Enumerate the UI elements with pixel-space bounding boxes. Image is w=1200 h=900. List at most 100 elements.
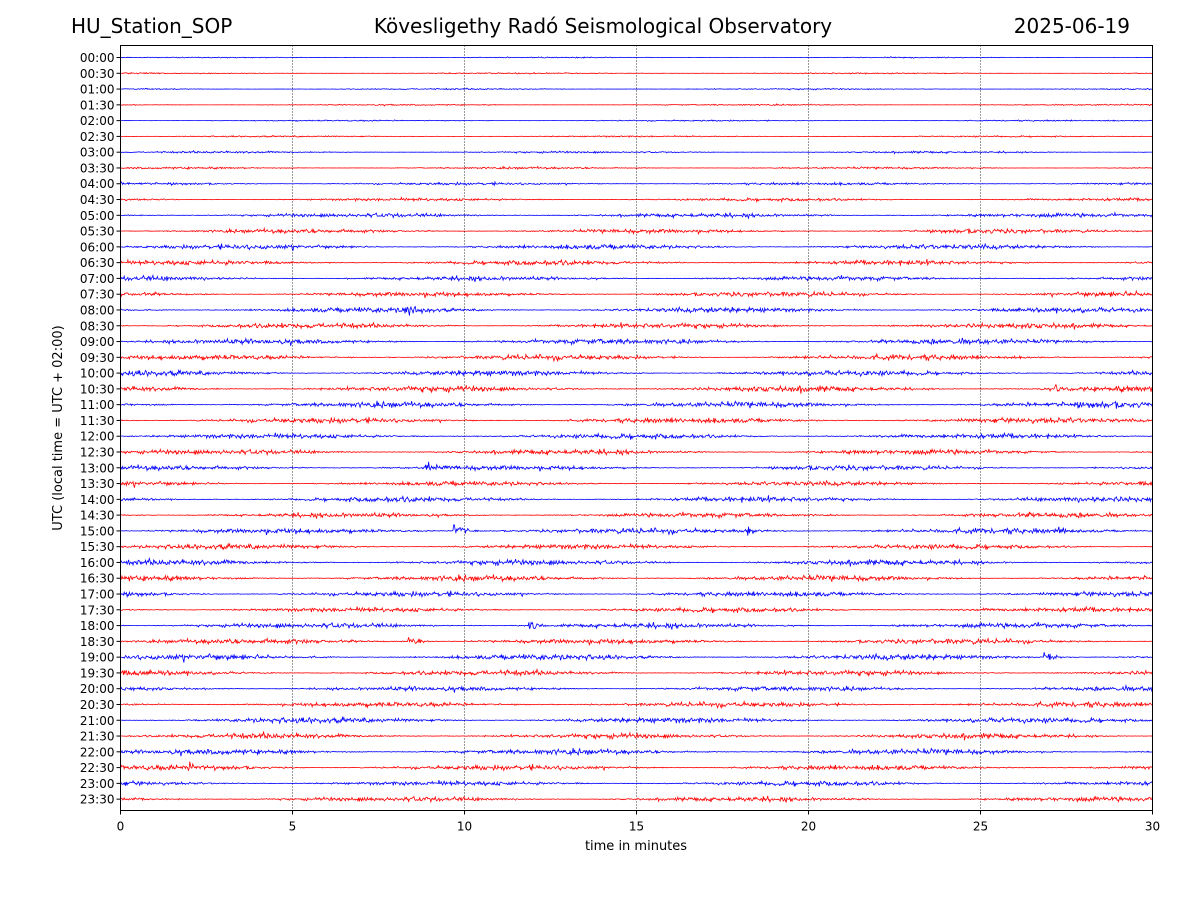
- trace-0200: [120, 119, 1153, 123]
- trace-1230: [120, 448, 1153, 457]
- y-tick-label: 00:30: [80, 67, 115, 81]
- y-tick-label: 18:30: [80, 635, 115, 649]
- x-tick-label: 0: [117, 820, 125, 834]
- trace-0830: [120, 321, 1153, 330]
- y-tick-label: 21:00: [80, 714, 115, 728]
- y-tick-label: 02:00: [80, 114, 115, 128]
- y-tick-label: 14:30: [80, 509, 115, 523]
- x-axis-label: time in minutes: [585, 839, 687, 854]
- trace-1730: [120, 605, 1153, 614]
- trace-0300: [120, 150, 1153, 155]
- trace-0230: [120, 134, 1153, 139]
- y-tick-label: 15:00: [80, 524, 115, 538]
- x-tick-label: 5: [289, 820, 297, 834]
- y-tick-label: 11:30: [80, 414, 115, 428]
- y-tick-label: 12:30: [80, 446, 115, 460]
- trace-2100: [120, 715, 1153, 725]
- x-axis-ticks: 0 5 10 15 20 25 30: [117, 810, 1160, 834]
- trace-1000: [120, 368, 1153, 378]
- trace-0100: [120, 87, 1153, 91]
- y-tick-label: 07:30: [80, 288, 115, 302]
- y-axis-label: UTC (local time = UTC + 02:00): [51, 325, 66, 530]
- plot-date: 2025-06-19: [1013, 14, 1130, 38]
- y-tick-label: 22:30: [80, 761, 115, 775]
- y-tick-label: 05:00: [80, 209, 115, 223]
- trace-1830: [120, 637, 1153, 646]
- trace-2000: [120, 684, 1153, 693]
- trace-0700: [120, 273, 1153, 283]
- y-tick-label: 02:30: [80, 130, 115, 144]
- trace-1630: [120, 573, 1153, 583]
- trace-1930: [120, 668, 1153, 678]
- y-tick-label: 03:00: [80, 146, 115, 160]
- y-tick-label: 04:30: [80, 193, 115, 207]
- x-tick-label: 30: [1145, 820, 1160, 834]
- trace-1300: [120, 461, 1153, 472]
- trace-1400: [120, 495, 1153, 504]
- trace-0000: [120, 56, 1153, 59]
- y-tick-label: 23:30: [80, 793, 115, 807]
- trace-0900: [120, 337, 1153, 346]
- y-tick-label: 01:30: [80, 98, 115, 112]
- y-tick-label: 08:00: [80, 303, 115, 317]
- trace-1030: [120, 383, 1153, 394]
- trace-rows: [120, 56, 1153, 804]
- station-name: HU_Station_SOP: [71, 14, 233, 38]
- y-tick-label: 13:00: [80, 461, 115, 475]
- trace-2230: [120, 761, 1153, 772]
- y-tick-label: 06:30: [80, 256, 115, 270]
- y-tick-label: 12:00: [80, 430, 115, 444]
- trace-1130: [120, 416, 1153, 425]
- y-tick-label: 11:00: [80, 398, 115, 412]
- y-tick-label: 16:30: [80, 572, 115, 586]
- y-tick-label: 20:30: [80, 698, 115, 712]
- y-tick-label: 03:30: [80, 161, 115, 175]
- trace-0330: [120, 165, 1153, 171]
- trace-0630: [120, 258, 1153, 267]
- observatory-title-text: Kövesligethy Radó Seismological Observat…: [373, 14, 833, 38]
- y-tick-label: 22:00: [80, 745, 115, 759]
- y-tick-label: 09:00: [80, 335, 115, 349]
- x-tick-label: 20: [801, 820, 816, 834]
- trace-0430: [120, 196, 1153, 204]
- x-tick-label: 10: [457, 820, 472, 834]
- trace-0130: [120, 103, 1153, 107]
- trace-1430: [120, 511, 1153, 520]
- trace-1800: [120, 621, 1153, 630]
- x-tick-label: 25: [973, 820, 988, 834]
- trace-2030: [120, 700, 1153, 710]
- y-tick-label: 14:00: [80, 493, 115, 507]
- observatory-title: Kövesligethy Radó Seismological Observat…: [0, 14, 1200, 38]
- trace-2200: [120, 747, 1153, 757]
- y-tick-label: 10:00: [80, 367, 115, 381]
- trace-1200: [120, 431, 1153, 440]
- y-tick-label: 17:00: [80, 588, 115, 602]
- y-tick-label: 16:00: [80, 556, 115, 570]
- trace-0400: [120, 180, 1153, 187]
- y-tick-label: 21:30: [80, 730, 115, 744]
- y-tick-label: 10:30: [80, 382, 115, 396]
- trace-0030: [120, 71, 1153, 75]
- trace-0800: [120, 305, 1153, 316]
- y-tick-label: 20:00: [80, 682, 115, 696]
- trace-0600: [120, 242, 1153, 251]
- y-tick-label: 04:00: [80, 177, 115, 191]
- y-tick-label: 08:30: [80, 319, 115, 333]
- trace-0930: [120, 352, 1153, 363]
- trace-1500: [120, 524, 1153, 536]
- y-tick-label: 15:30: [80, 540, 115, 554]
- trace-1530: [120, 542, 1153, 551]
- grid-lines: [292, 45, 981, 811]
- y-tick-label: 05:30: [80, 225, 115, 239]
- trace-0500: [120, 211, 1153, 220]
- x-tick-label: 15: [629, 820, 644, 834]
- y-tick-label: 07:00: [80, 272, 115, 286]
- y-tick-label: 13:30: [80, 477, 115, 491]
- y-tick-label: 01:00: [80, 83, 115, 97]
- y-tick-label: 09:30: [80, 351, 115, 365]
- y-tick-label: 19:00: [80, 651, 115, 665]
- trace-1600: [120, 556, 1153, 567]
- trace-1700: [120, 590, 1153, 599]
